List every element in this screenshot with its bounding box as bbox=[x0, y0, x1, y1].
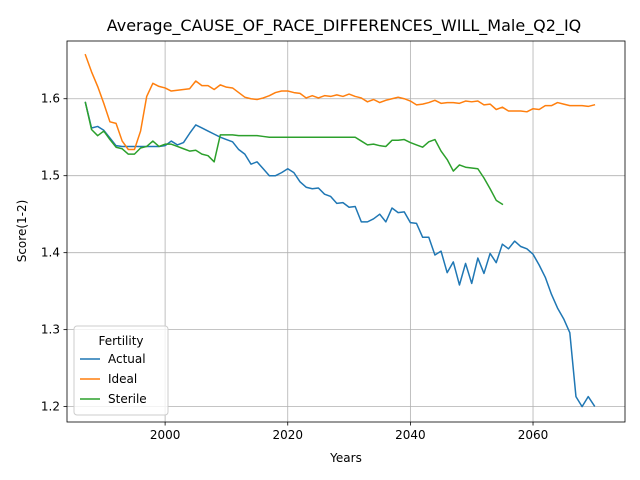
y-tick-label: 1.4 bbox=[41, 246, 60, 260]
y-tick-label: 1.5 bbox=[41, 169, 60, 183]
x-axis: 2000 2020 2040 2060 bbox=[150, 422, 548, 442]
series-line-sterile bbox=[84, 101, 504, 206]
x-tick-label: 2020 bbox=[272, 428, 303, 442]
legend-label-sterile: Sterile bbox=[108, 392, 147, 406]
y-tick-label: 1.3 bbox=[41, 323, 60, 337]
x-axis-label: Years bbox=[329, 451, 362, 465]
x-tick-label: 2040 bbox=[395, 428, 426, 442]
y-axis: 1.2 1.3 1.4 1.5 1.6 bbox=[41, 92, 67, 414]
legend: Fertility Actual Ideal Sterile bbox=[73, 325, 169, 416]
series-layer bbox=[84, 53, 596, 408]
y-axis-label: Score(1-2) bbox=[15, 200, 29, 263]
plot-frame bbox=[66, 40, 626, 423]
y-tick-label: 1.2 bbox=[41, 400, 60, 414]
legend-label-actual: Actual bbox=[108, 352, 146, 366]
legend-title: Fertility bbox=[98, 334, 143, 348]
chart-title: Average_CAUSE_OF_RACE_DIFFERENCES_WILL_M… bbox=[107, 16, 582, 36]
series-line-actual bbox=[84, 101, 596, 408]
legend-box bbox=[73, 325, 169, 416]
legend-label-ideal: Ideal bbox=[108, 372, 137, 386]
x-tick-label: 2000 bbox=[150, 428, 181, 442]
x-tick-label: 2060 bbox=[518, 428, 549, 442]
y-tick-label: 1.6 bbox=[41, 92, 60, 106]
series-line-ideal bbox=[84, 53, 596, 151]
